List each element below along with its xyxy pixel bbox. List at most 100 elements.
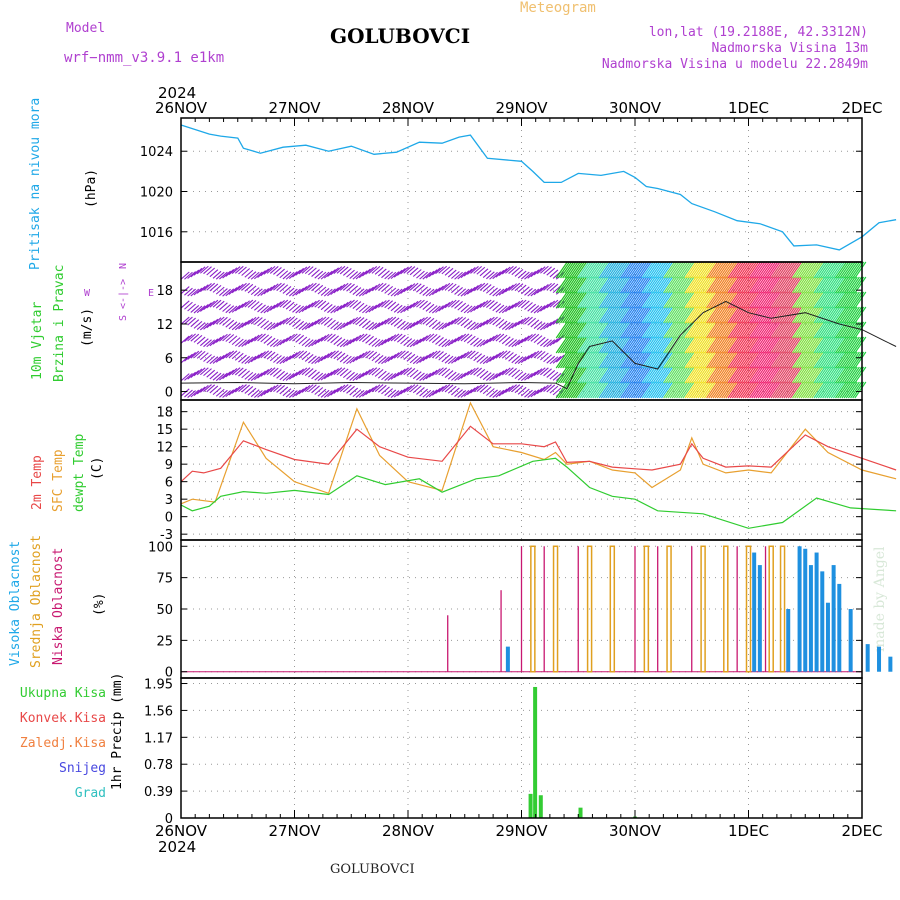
- wind-barb: [723, 291, 736, 309]
- wind-barb: [257, 370, 266, 379]
- wind-barb: [837, 321, 850, 339]
- wind-barb: [774, 276, 787, 294]
- wind-barb: [199, 352, 209, 361]
- wind-barb: [301, 284, 311, 293]
- wind-barb: [813, 381, 826, 399]
- wind-barb: [654, 366, 667, 384]
- wind-speed-line: [180, 300, 897, 390]
- wind-barb: [620, 276, 633, 294]
- wind-barb: [671, 321, 684, 339]
- lonlat-label: lon,lat (19.2188E, 42.3312N): [648, 25, 868, 40]
- wind-barb: [652, 381, 665, 399]
- wind-barb: [725, 336, 738, 354]
- wind-barb: [384, 355, 394, 364]
- wind-barb: [755, 351, 768, 369]
- wind-barb: [680, 306, 693, 324]
- wind-barb: [536, 322, 546, 331]
- wind-barb: [654, 306, 667, 324]
- wind-barb: [317, 354, 327, 363]
- wind-barb: [749, 351, 762, 369]
- wind-barb: [269, 367, 279, 376]
- wind-barb: [592, 261, 605, 279]
- wind-barb: [206, 282, 216, 291]
- wind-barb: [557, 306, 570, 324]
- wind-barb: [257, 304, 266, 313]
- wind-barb: [273, 267, 282, 275]
- wind-barb: [238, 301, 247, 310]
- wind-barb: [854, 321, 867, 339]
- wind-barb: [358, 270, 368, 279]
- wind-barb: [643, 306, 656, 324]
- wind-barb: [835, 321, 848, 339]
- wind-barb: [333, 322, 343, 331]
- wind-barb: [789, 291, 802, 309]
- wind-barb: [557, 261, 570, 279]
- wind-barb: [592, 321, 605, 339]
- wind-barb: [626, 261, 639, 279]
- wind-barb: [428, 389, 438, 398]
- wind-barb: [577, 276, 590, 294]
- wind-barb: [460, 318, 470, 327]
- wind-barb: [723, 381, 736, 399]
- model-label: Model: [66, 21, 106, 36]
- wind-barb: [577, 351, 590, 369]
- wind-barb: [473, 338, 483, 347]
- wind-barb: [557, 351, 570, 369]
- wind-barb: [624, 366, 637, 384]
- wind-barb: [466, 387, 476, 396]
- wind-barb: [708, 306, 721, 324]
- wind-barb: [250, 301, 260, 310]
- wind-barb: [495, 269, 505, 278]
- wind-barb: [562, 291, 575, 309]
- wind-barb: [566, 336, 579, 354]
- wind-barb: [721, 336, 734, 354]
- wind-barb: [761, 336, 774, 354]
- wind-barb: [684, 351, 697, 369]
- wind-barb: [349, 355, 359, 364]
- wind-barb: [798, 276, 811, 294]
- wind-barb: [543, 282, 552, 291]
- wind-barb: [744, 351, 757, 369]
- wind-barb: [843, 261, 856, 279]
- wind-barb: [581, 381, 594, 399]
- wind-barb: [602, 321, 615, 339]
- wind-barb: [320, 333, 330, 342]
- wind-barb: [479, 384, 489, 393]
- wind-barb: [250, 316, 260, 325]
- wind-barb: [352, 287, 362, 295]
- wind-barb: [231, 322, 241, 331]
- wind-barb: [241, 339, 251, 347]
- wind-barb: [731, 366, 744, 384]
- wind-barb: [598, 381, 611, 399]
- high-cloud-bar: [505, 646, 510, 672]
- wind-barb: [390, 317, 400, 326]
- wind-barb: [457, 352, 467, 361]
- x-tick-label-bottom: 26NOV: [155, 822, 208, 840]
- wind-barb: [228, 368, 238, 376]
- wind-barb: [241, 300, 251, 309]
- wind-barb: [520, 373, 530, 382]
- wind-barb: [244, 299, 254, 308]
- wind-barb: [368, 367, 378, 376]
- wind-barb: [772, 321, 785, 339]
- wind-barb: [339, 282, 349, 291]
- wind-barb: [794, 306, 807, 324]
- wind-barb: [212, 372, 222, 381]
- wind-barb: [428, 350, 438, 359]
- wind-barb: [327, 389, 336, 398]
- wind-barb: [719, 261, 731, 279]
- wind-barb: [508, 322, 517, 330]
- wind-barb: [779, 336, 792, 354]
- wind-barb: [199, 367, 209, 376]
- wind-barb: [740, 261, 753, 279]
- wind-barb: [333, 386, 343, 394]
- wind-barb: [219, 271, 228, 280]
- wind-barb: [847, 261, 860, 279]
- wind-barb: [219, 333, 228, 342]
- wind-barb: [738, 321, 751, 339]
- wind-barb: [815, 276, 828, 294]
- wind-barb: [847, 351, 860, 369]
- wind-barb: [710, 291, 723, 309]
- wind-barb: [339, 321, 349, 330]
- wind-barb: [809, 381, 822, 399]
